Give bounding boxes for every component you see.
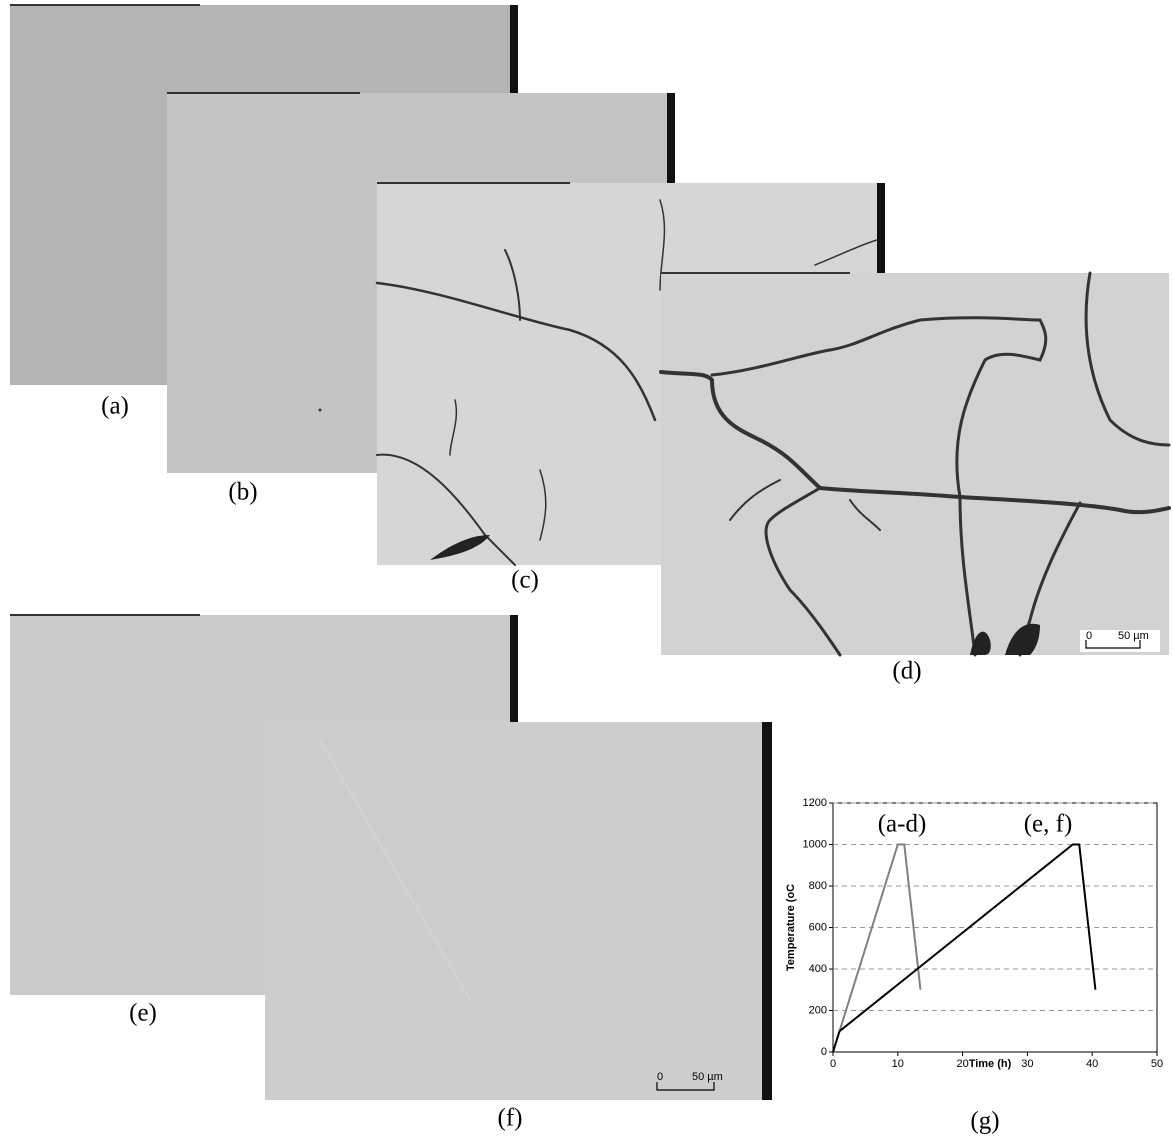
- y-tick-label: 1200: [803, 797, 827, 809]
- panel-label: (f): [498, 1105, 523, 1132]
- micrograph-d: 0 50 µm: [661, 273, 1169, 655]
- y-tick-label: 1000: [803, 838, 827, 850]
- annotation: (a-d): [878, 811, 927, 838]
- x-tick-label: 50: [1151, 1058, 1163, 1070]
- scale-bar-length: 50 µm: [692, 1071, 723, 1083]
- x-axis-label: Time (h): [969, 1058, 1012, 1070]
- y-tick-label: 0: [821, 1046, 827, 1058]
- y-tick-label: 200: [809, 1004, 827, 1016]
- x-tick-label: 40: [1086, 1058, 1098, 1070]
- x-tick-label: 10: [892, 1058, 904, 1070]
- y-axis-label: Temperature (oC: [785, 884, 797, 971]
- x-tick-label: 20: [956, 1058, 968, 1070]
- panel-label: (d): [892, 658, 921, 685]
- x-tick-label: 0: [830, 1058, 836, 1070]
- micrograph-f: 0 50 µm: [265, 722, 772, 1100]
- y-tick-label: 400: [809, 963, 827, 975]
- panel-label: (c): [511, 567, 539, 594]
- annotation: (e, f): [1024, 811, 1073, 838]
- scale-bar-zero: 0: [1086, 630, 1092, 642]
- scale-bar-zero: 0: [657, 1071, 663, 1083]
- panel-label: (e): [129, 1000, 157, 1027]
- panel-label: (g): [970, 1108, 999, 1135]
- figure: (a) (b) (c) 0: [0, 0, 1173, 1139]
- y-tick-label: 600: [809, 921, 827, 933]
- y-tick-label: 800: [809, 880, 827, 892]
- panel-label: (a): [101, 393, 129, 420]
- x-tick-label: 30: [1021, 1058, 1033, 1070]
- scale-bar-length: 50 µm: [1118, 630, 1149, 642]
- panel-label: (b): [228, 479, 257, 506]
